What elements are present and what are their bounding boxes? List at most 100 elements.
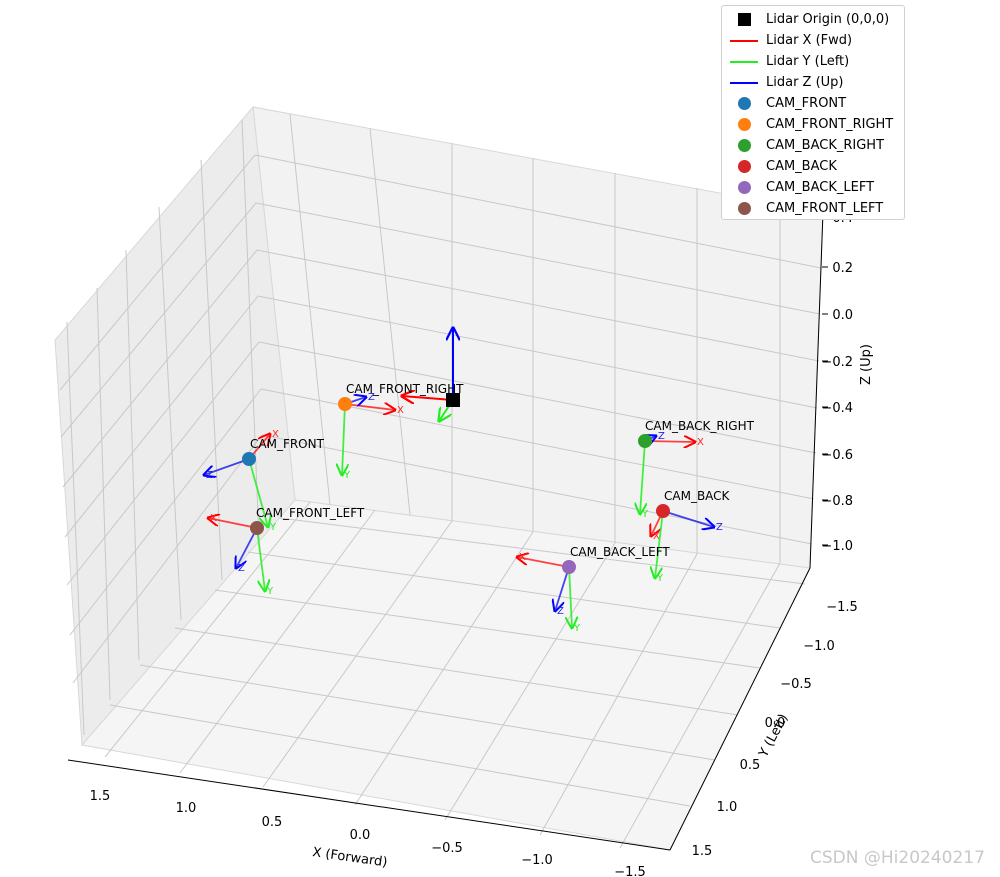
legend-label: CAM_BACK [766, 159, 837, 174]
legend-symbol [722, 30, 766, 51]
legend-symbol [722, 177, 766, 198]
marks-layer: XYZCAM_FRONTXYZCAM_FRONT_RIGHTXYZCAM_BAC… [204, 328, 755, 634]
camera-x-arrow [517, 557, 570, 568]
legend-item: Lidar Z (Up) [722, 72, 904, 93]
z-tick-label: −0.6 [821, 448, 853, 463]
z-tick-label: −1.0 [821, 539, 853, 554]
dot-marker [737, 139, 751, 152]
axis-tip-label: X [653, 531, 660, 542]
legend-symbol [722, 9, 766, 30]
legend-symbol [722, 114, 766, 135]
camera-y-arrow [256, 527, 265, 591]
legend-label: Lidar Y (Left) [766, 54, 850, 69]
y-tick-label: 1.5 [692, 844, 713, 859]
dot-marker [737, 118, 751, 131]
y-tick-label: −1.0 [803, 639, 835, 654]
axis-tip-label: Y [269, 522, 277, 533]
dot-marker [737, 181, 751, 194]
y-tick-label: −1.5 [826, 600, 858, 615]
legend-item: CAM_BACK [722, 156, 904, 177]
axis-tip-label: X [272, 429, 279, 440]
legend-label: CAM_FRONT_RIGHT [766, 117, 894, 132]
axes-lines [67, 211, 824, 851]
axis-tip-label: Y [343, 470, 351, 481]
line-marker [730, 39, 758, 42]
camera-y-arrow [640, 440, 645, 514]
axis-tip-label: Y [573, 623, 581, 634]
grid [59, 113, 822, 849]
legend-symbol [722, 51, 766, 72]
z-tick-label: 0.2 [832, 261, 853, 276]
legend-item: CAM_FRONT [722, 93, 904, 114]
x-tick-label: −0.5 [431, 841, 463, 856]
legend-label: Lidar X (Fwd) [766, 33, 853, 48]
camera-y-arrow [655, 510, 664, 578]
axis-tip-label: X [519, 552, 526, 563]
lidar-x-arrow [402, 396, 454, 400]
axis-tip-label: Y [656, 573, 664, 584]
legend-item: CAM_BACK_LEFT [722, 177, 904, 198]
legend-item: Lidar X (Fwd) [722, 30, 904, 51]
line-marker [730, 60, 758, 63]
camera-x-arrow [644, 441, 695, 442]
camera-point [638, 434, 652, 448]
camera-y-arrow [342, 403, 345, 475]
camera-label: CAM_FRONT_LEFT [256, 506, 365, 520]
x-axis-label: X (Forward) [311, 845, 388, 870]
camera-label: CAM_BACK [664, 489, 731, 503]
x-tick-label: 1.0 [176, 801, 197, 816]
legend-label: CAM_FRONT [766, 96, 847, 111]
z-tick-label: −0.4 [821, 401, 853, 416]
camera-label: CAM_FRONT_RIGHT [346, 382, 464, 396]
x-tick-label: 0.0 [350, 828, 371, 843]
x-tick-label: 0.5 [262, 815, 283, 830]
axis-tip-label: Z [238, 563, 245, 574]
camera-point [656, 504, 670, 518]
dot-marker [737, 202, 751, 215]
legend-symbol [722, 135, 766, 156]
legend-label: CAM_FRONT_LEFT [766, 201, 884, 216]
legend-label: Lidar Z (Up) [766, 75, 844, 90]
axis-tip-label: Z [658, 431, 665, 442]
z-tick-label: −0.8 [821, 494, 853, 509]
camera-point [562, 560, 576, 574]
y-tick-label: 0.0 [765, 716, 786, 731]
axis-tip-label: X [397, 405, 404, 416]
camera-z-arrow [236, 527, 258, 568]
legend-symbol [722, 198, 766, 219]
camera-y-arrow [569, 566, 572, 628]
axis-tip-label: X [697, 437, 704, 448]
camera-label: CAM_BACK_RIGHT [645, 419, 755, 433]
legend-symbol [722, 156, 766, 177]
x-tick-label: −1.5 [614, 865, 646, 877]
legend-item: CAM_FRONT_LEFT [722, 198, 904, 219]
legend-label: Lidar Origin (0,0,0) [766, 12, 890, 27]
square-marker [737, 13, 751, 26]
lidar-origin-marker [446, 393, 460, 407]
camera-y-arrow [248, 458, 268, 527]
camera-label: CAM_FRONT [250, 437, 325, 451]
camera-z-arrow [662, 510, 714, 527]
camera-point [242, 452, 256, 466]
axis-tip-label: Z [557, 606, 564, 617]
camera-z-arrow [555, 566, 570, 611]
y-tick-label: −0.5 [780, 677, 812, 692]
z-tick-label: 0.0 [832, 308, 853, 323]
y-axis-label: Y (Left) [756, 712, 792, 761]
camera-point [338, 397, 352, 411]
axis-tip-label: Z [368, 392, 375, 403]
y-tick-label: 0.5 [740, 758, 761, 773]
dot-marker [737, 97, 751, 110]
legend-item: CAM_FRONT_RIGHT [722, 114, 904, 135]
x-tick-label: −1.0 [521, 853, 553, 868]
legend-item: Lidar Origin (0,0,0) [722, 9, 904, 30]
axis-tip-label: Y [266, 586, 274, 597]
camera-label: CAM_BACK_LEFT [570, 545, 670, 559]
watermark: CSDN @Hi20240217 [810, 848, 985, 868]
legend-label: CAM_BACK_RIGHT [766, 138, 885, 153]
camera-z-arrow [204, 458, 250, 475]
line-marker [730, 81, 758, 84]
tick-layer: 1.5 1.0 0.5 0.0 −0.5 −1.0 −1.5 −1.5 −1.0 −0.5 0.0 0… [90, 211, 858, 877]
legend-label: CAM_BACK_LEFT [766, 180, 875, 195]
